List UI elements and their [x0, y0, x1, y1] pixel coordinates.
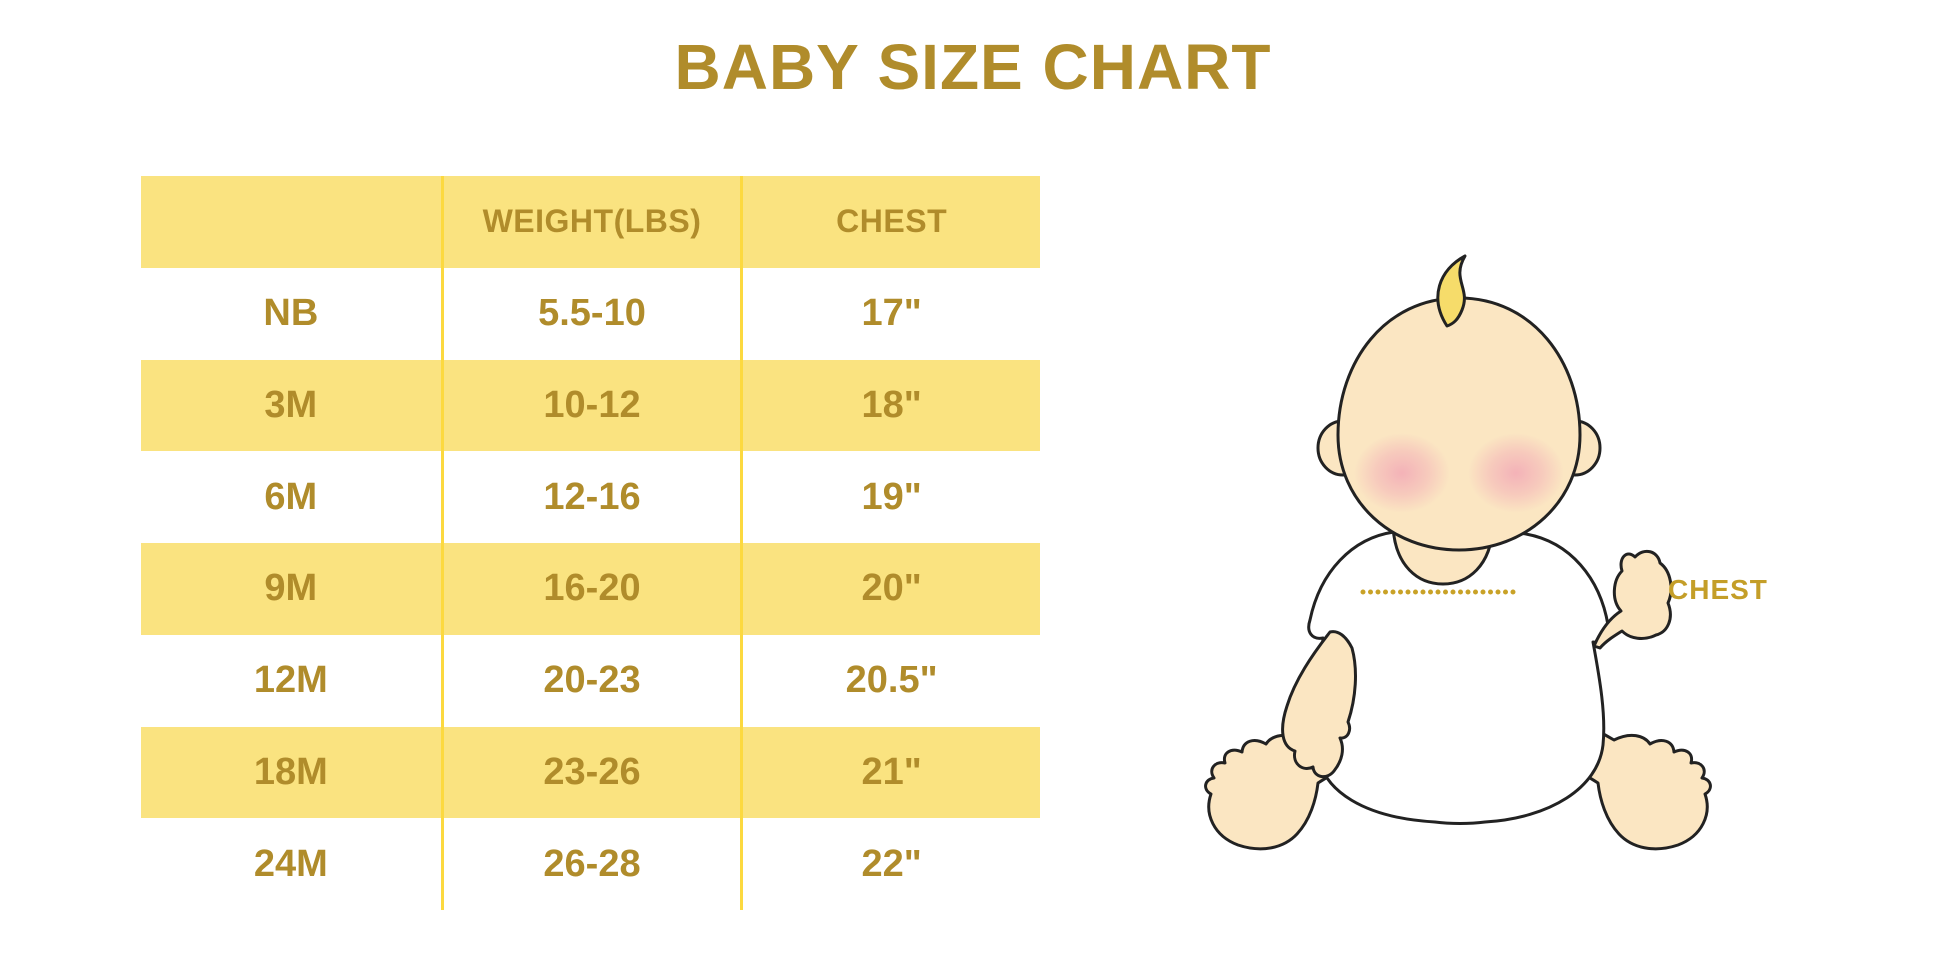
baby-size-table: WEIGHT(LBS) CHEST NB 5.5-10 17" 3M 10-12 18" 6M 1…: [141, 176, 1040, 910]
table-cell-weight: 12-16: [440, 451, 741, 543]
table-cell-chest: 20.5": [740, 634, 1040, 727]
table-cell-weight: 20-23: [440, 634, 741, 727]
baby-hair-tuft-icon: [1436, 254, 1467, 328]
table-cell-weight: 10-12: [440, 359, 741, 452]
table-header-size: [141, 176, 441, 268]
baby-head: [1336, 296, 1582, 552]
page-title: BABY SIZE CHART: [674, 31, 1272, 103]
table-header-chest: CHEST: [740, 176, 1040, 268]
baby-illustration: CHEST: [1180, 230, 1800, 870]
table-cell-size: 12M: [253, 659, 328, 702]
table-cell-chest: 22": [740, 818, 1040, 910]
chest-measurement-label: CHEST: [1668, 574, 1768, 605]
table-cell-size: NB: [263, 292, 319, 335]
baby-left-arm: [1281, 630, 1357, 779]
table-cell-chest: 18": [740, 359, 1040, 452]
baby-right-blush: [1468, 433, 1564, 513]
table-cell-chest: 20": [740, 543, 1040, 635]
table-cell-size: 9M: [141, 543, 441, 635]
table-cell-weight: 26-28: [440, 818, 741, 910]
baby-right-arm-fist: [1592, 549, 1673, 650]
table-cell-size: 3M: [141, 359, 441, 452]
table-cell-size: 18M: [141, 726, 441, 819]
table-cell-size: 6M: [264, 475, 318, 518]
table-cell-weight: 16-20: [440, 543, 741, 635]
table-cell-chest: 21": [740, 726, 1040, 819]
baby-left-blush: [1354, 433, 1450, 513]
baby-sitting-illustration: [1204, 254, 1712, 851]
table-header-weight: WEIGHT(LBS): [440, 176, 741, 268]
table-cell-weight: 23-26: [440, 726, 741, 819]
table-cell-chest: 17": [740, 267, 1040, 360]
table-cell-chest: 19": [740, 451, 1040, 543]
table-cell-weight: 5.5-10: [440, 267, 741, 360]
table-cell-size: 24M: [253, 842, 328, 885]
baby-shirt: [1307, 527, 1611, 825]
